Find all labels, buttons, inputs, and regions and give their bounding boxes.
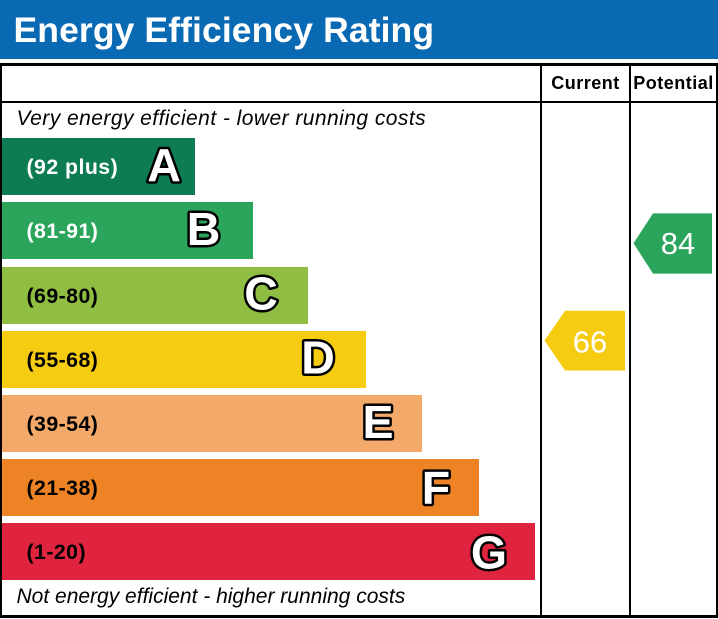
svg-text:D: D: [301, 331, 335, 383]
svg-text:G: G: [471, 527, 507, 579]
svg-text:C: C: [244, 267, 278, 319]
svg-text:84: 84: [661, 226, 695, 261]
svg-text:E: E: [362, 396, 393, 448]
svg-text:B: B: [187, 203, 221, 255]
svg-text:F: F: [422, 462, 450, 514]
svg-text:66: 66: [573, 324, 607, 359]
svg-text:A: A: [147, 139, 181, 191]
